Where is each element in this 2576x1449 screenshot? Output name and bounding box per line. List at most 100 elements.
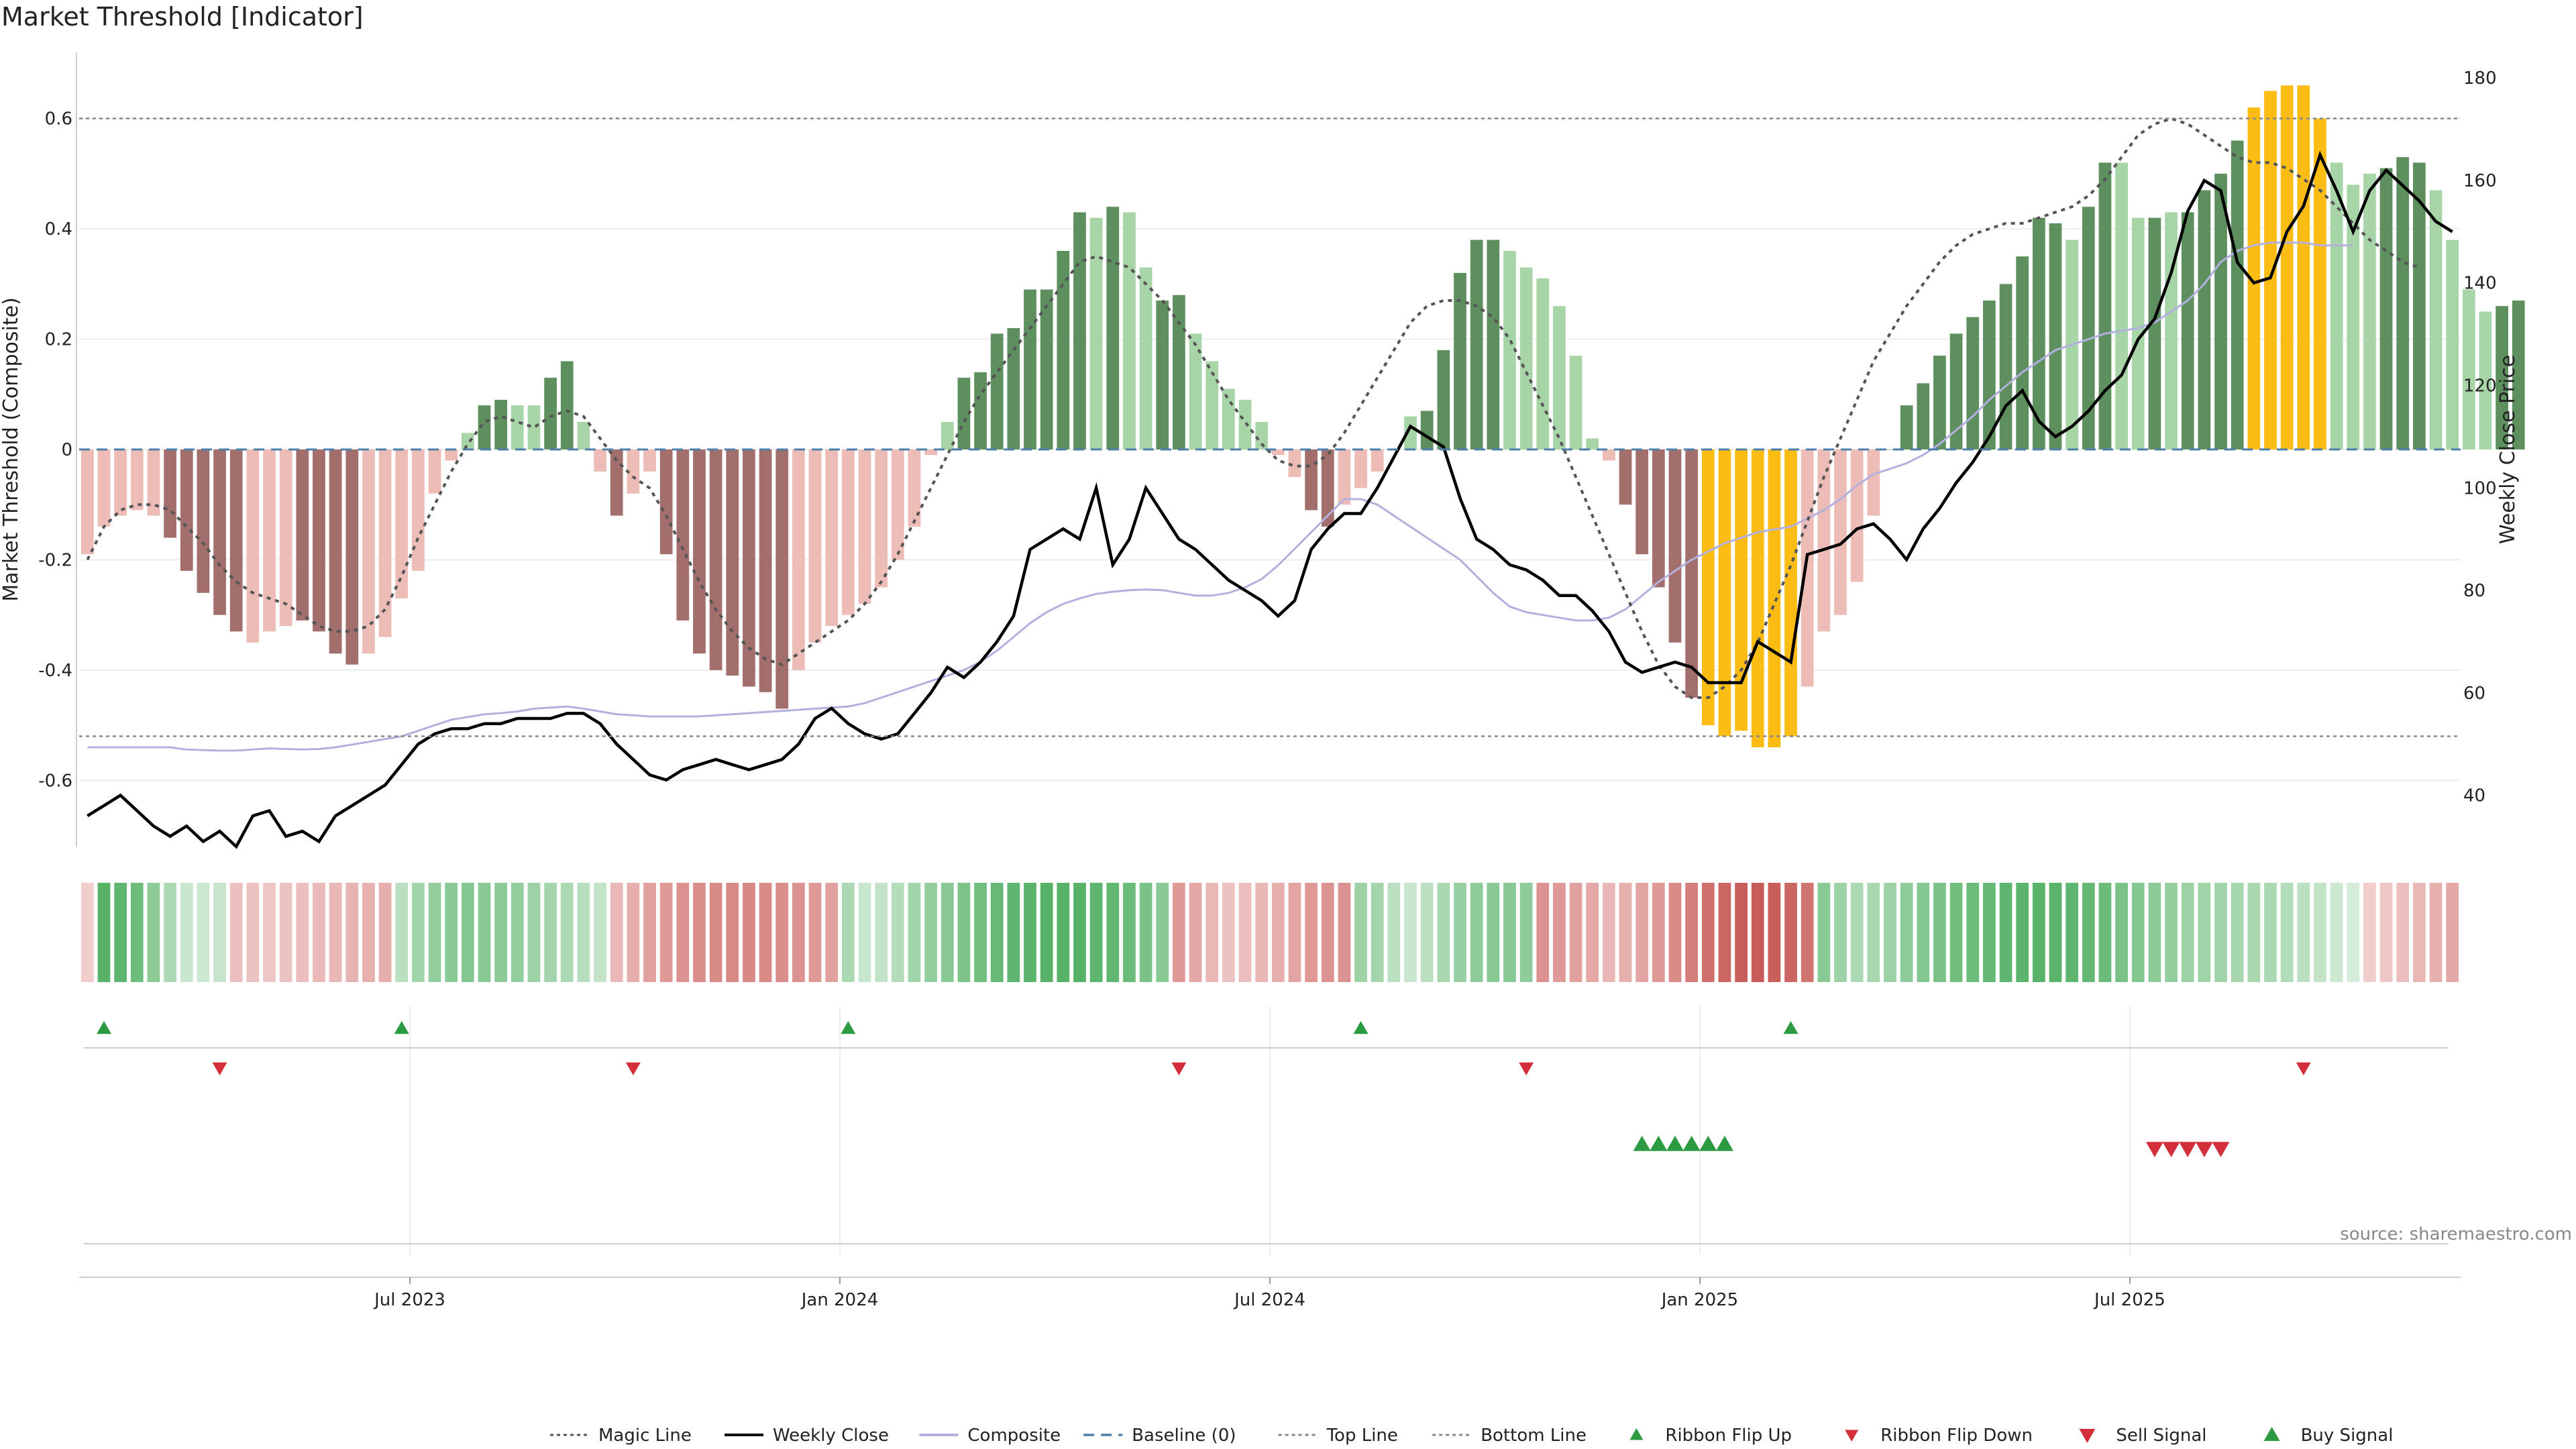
legend-label: Bottom Line	[1481, 1426, 1587, 1446]
composite-bar	[875, 449, 888, 588]
legend-item: Magic Line	[550, 1426, 692, 1446]
composite-bar	[2049, 223, 2062, 449]
legend-label: Weekly Close	[773, 1426, 889, 1446]
ribbon-cell	[445, 883, 458, 982]
weekly-close-line	[87, 150, 2453, 849]
ribbon-cell	[313, 883, 325, 982]
ribbon-cell	[1057, 883, 1070, 982]
composite-bar	[1271, 449, 1285, 455]
ribbon-cell	[1867, 883, 1880, 982]
ribbon-cell	[1900, 883, 1913, 982]
ribbon-cell	[362, 883, 375, 982]
y-tick-left: 0.2	[45, 330, 72, 350]
composite-bar	[2131, 217, 2145, 449]
composite-bar	[395, 449, 409, 598]
ribbon-cell	[1371, 883, 1384, 982]
composite-bar	[1718, 449, 1731, 737]
ribbon-cell	[792, 883, 805, 982]
ribbon-cell	[2379, 883, 2393, 982]
triangle-up-icon	[2263, 1427, 2280, 1441]
ribbon-cell	[2115, 883, 2128, 982]
y-tick-left: 0	[61, 440, 72, 460]
legend-label: Ribbon Flip Up	[1665, 1426, 1792, 1446]
composite-bar	[1222, 388, 1235, 449]
ribbon-cell	[2347, 883, 2360, 982]
legend-label: Magic Line	[598, 1426, 692, 1446]
ribbon-cell	[891, 883, 904, 982]
composite-bar	[693, 449, 706, 654]
ribbon-cell	[2264, 883, 2277, 982]
ribbon-cell	[114, 883, 127, 982]
composite-bar	[676, 449, 690, 621]
composite-bar	[2496, 306, 2508, 449]
lines-layer	[86, 117, 2453, 849]
legend-item: Weekly Close	[724, 1426, 889, 1446]
ribbon-cell	[80, 883, 94, 982]
ribbon-cell	[1338, 883, 1351, 982]
composite-bar	[2413, 162, 2426, 449]
ribbon-cell	[941, 883, 954, 982]
composite-bar	[2379, 168, 2393, 449]
ribbon-cell	[1487, 883, 1500, 982]
ribbon-cell	[1139, 883, 1152, 982]
composite-bar	[726, 449, 739, 676]
ribbon-cell	[1470, 883, 1483, 982]
ribbon-cell	[2314, 883, 2326, 982]
chart-title: Market Threshold [Indicator]	[1, 2, 364, 32]
ribbon-flip-up-marker	[96, 1021, 111, 1034]
composite-bar	[279, 449, 292, 627]
y-tick-right: 160	[2463, 171, 2497, 191]
composite-bar	[213, 449, 226, 615]
composite-bar	[1536, 278, 1550, 449]
ribbon-cell	[2181, 883, 2194, 982]
ribbon-cell	[130, 883, 144, 982]
ribbon-cell	[1073, 883, 1086, 982]
ribbon-cell	[1603, 883, 1615, 982]
ribbon-cell	[908, 883, 921, 982]
composite-bar	[1768, 449, 1781, 747]
ribbon-cell	[2165, 883, 2178, 982]
composite-bar	[1487, 239, 1500, 449]
composite-bar	[2098, 162, 2112, 449]
composite-bar	[1917, 383, 1930, 449]
ribbon-cell	[2148, 883, 2161, 982]
ribbon-cell	[676, 883, 690, 982]
ribbon-cell	[246, 883, 260, 982]
ribbon-cell	[1024, 883, 1036, 982]
composite-bar	[792, 449, 805, 670]
composite-bar	[511, 405, 524, 449]
ribbon-cell	[875, 883, 888, 982]
composite-bar	[841, 449, 855, 615]
legend-item: Sell Signal	[2079, 1426, 2206, 1446]
composite-bar	[445, 449, 458, 461]
composite-bar	[743, 449, 755, 687]
composite-bar	[990, 333, 1004, 449]
ribbon-cell	[1519, 883, 1533, 982]
triangle-down-icon	[1845, 1430, 1859, 1442]
ribbon-cell	[1735, 883, 1748, 982]
composite-bar	[1949, 333, 1963, 449]
ribbon-cell	[1503, 883, 1516, 982]
composite-bar	[412, 449, 425, 571]
ribbon-cell	[990, 883, 1004, 982]
ribbon-cell	[1949, 883, 1963, 982]
y-tick-left: -0.2	[38, 550, 72, 570]
ribbon-cell	[1933, 883, 1946, 982]
ribbon-cell	[709, 883, 722, 982]
ribbon-cell	[2247, 883, 2261, 982]
ribbon-cell	[1238, 883, 1252, 982]
composite-bar	[1867, 449, 1880, 516]
composite-bar	[2264, 91, 2277, 450]
ribbon-cell	[693, 883, 706, 982]
composite-bar	[1305, 449, 1318, 511]
ribbon-cell	[1321, 883, 1334, 982]
composite-bar	[1123, 212, 1136, 449]
ribbon-cell	[2396, 883, 2410, 982]
ribbon-cell	[1420, 883, 1434, 982]
ribbon-cell	[808, 883, 822, 982]
composite-bar	[759, 449, 772, 692]
ribbon-cell	[1685, 883, 1699, 982]
composite-bar	[2231, 140, 2244, 450]
ribbon-cell	[1768, 883, 1781, 982]
